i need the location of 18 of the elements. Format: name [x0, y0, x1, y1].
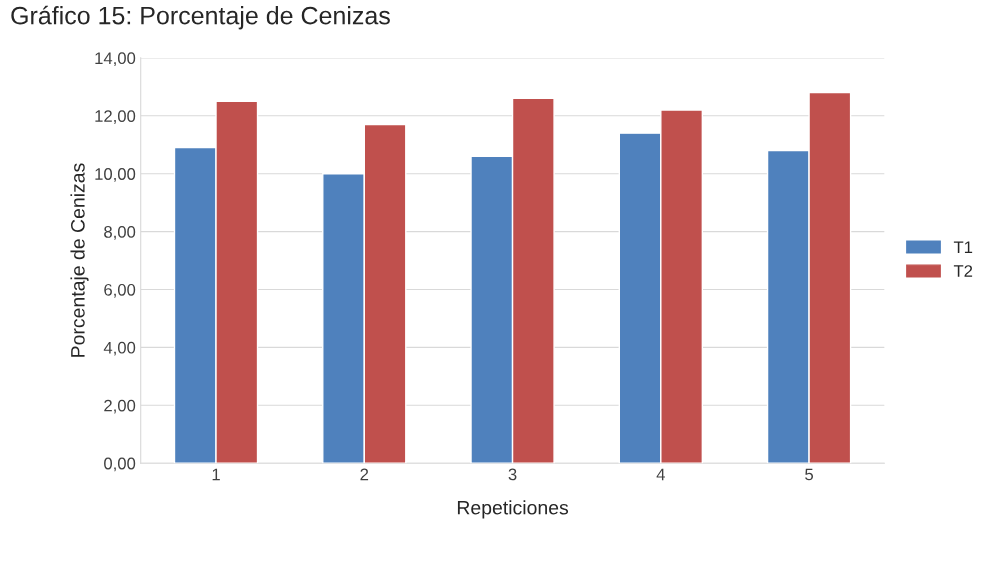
chart-title: Gráfico 15: Porcentaje de Cenizas [11, 5, 390, 30]
y-tick-label: 6,00 [104, 283, 136, 298]
y-tick-label: 8,00 [104, 226, 136, 240]
legend-label: T2 [953, 265, 973, 277]
y-tick-label: 14,00 [95, 52, 136, 67]
x-tick-label: 1 [212, 468, 220, 481]
x-tick-label: 3 [508, 468, 517, 481]
y-tick-label: 4,00 [103, 341, 136, 356]
y-axis-title: Porcentaje de Cenizas [70, 163, 89, 357]
x-tick-label: 2 [360, 468, 369, 481]
x-tick-label: 4 [656, 468, 665, 481]
legend-label: T1 [953, 241, 973, 253]
x-tick-label: 5 [805, 468, 814, 481]
y-tick-label: 12,00 [95, 110, 136, 124]
y-tick-label: 2,00 [104, 399, 136, 414]
y-tick-label: 10,00 [95, 168, 136, 182]
y-tick-label: 0,00 [104, 457, 136, 472]
x-axis-title: Repeticiones [457, 500, 569, 519]
